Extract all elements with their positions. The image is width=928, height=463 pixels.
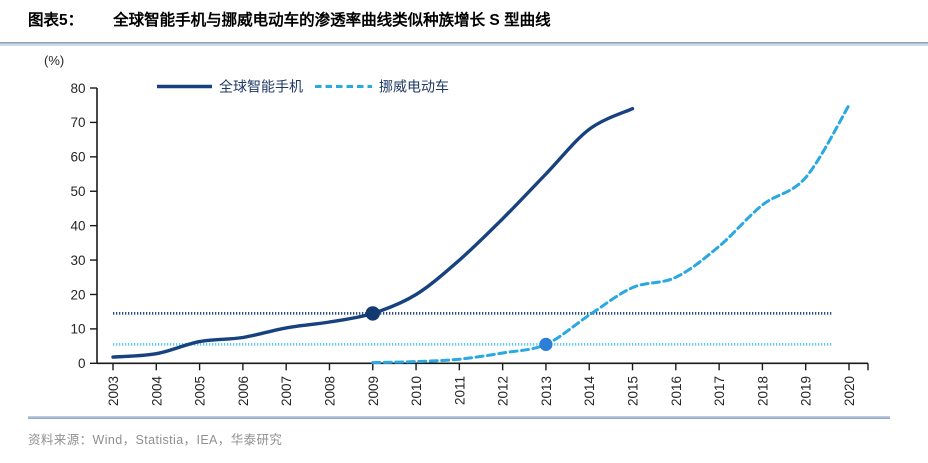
y-tick-label: 80 bbox=[70, 81, 85, 96]
legend-label-norway-ev: 挪威电动车 bbox=[379, 79, 449, 95]
y-tick-label: 0 bbox=[78, 356, 86, 371]
x-tick-label: 2007 bbox=[279, 376, 294, 406]
x-tick-label: 2014 bbox=[582, 376, 597, 407]
footer-divider bbox=[28, 416, 890, 419]
x-tick-label: 2003 bbox=[106, 376, 121, 406]
x-tick-label: 2017 bbox=[712, 376, 727, 406]
figure-label: 图表5： bbox=[28, 12, 84, 29]
x-tick-label: 2018 bbox=[755, 376, 770, 406]
series-marker-smartphone-2009 bbox=[365, 306, 380, 321]
figure-title-row: 图表5： 全球智能手机与挪威电动车的渗透率曲线类似种族增长 S 型曲线 bbox=[28, 8, 551, 30]
x-tick-label: 2019 bbox=[799, 376, 814, 406]
x-tick-label: 2005 bbox=[193, 376, 208, 406]
x-tick-label: 2009 bbox=[366, 376, 381, 406]
legend-label-smartphone: 全球智能手机 bbox=[219, 79, 303, 95]
x-tick-label: 2012 bbox=[496, 376, 511, 406]
figure-title: 全球智能手机与挪威电动车的渗透率曲线类似种族增长 S 型曲线 bbox=[113, 12, 551, 29]
source-note: 资料来源：Wind，Statistia，IEA，华泰研究 bbox=[28, 433, 283, 447]
x-tick-label: 2015 bbox=[626, 376, 641, 406]
y-axis-unit-label: (%) bbox=[44, 53, 65, 68]
title-divider bbox=[0, 42, 928, 46]
y-tick-label: 40 bbox=[70, 218, 85, 233]
y-tick-label: 50 bbox=[70, 184, 85, 199]
x-tick-label: 2006 bbox=[236, 376, 251, 406]
x-tick-label: 2004 bbox=[149, 376, 164, 407]
series-curve-norway-ev bbox=[371, 103, 851, 365]
x-tick-label: 2011 bbox=[452, 376, 467, 405]
y-tick-label: 10 bbox=[70, 322, 85, 337]
series-marker-norway-ev-2013 bbox=[539, 337, 553, 351]
y-tick-label: 70 bbox=[70, 115, 85, 130]
x-tick-label: 2013 bbox=[539, 376, 554, 406]
x-tick-label: 2010 bbox=[409, 376, 424, 406]
x-tick-label: 2008 bbox=[323, 376, 338, 406]
penetration-s-curve-chart: 0 10 20 30 40 50 60 70 80 2003 2004 2005 2006 2007 200… bbox=[70, 79, 869, 407]
x-tick-label: 2020 bbox=[842, 376, 857, 406]
y-tick-label: 30 bbox=[70, 253, 85, 268]
y-tick-label: 20 bbox=[70, 287, 85, 302]
y-tick-label: 60 bbox=[70, 150, 85, 165]
x-tick-label: 2016 bbox=[669, 376, 684, 406]
